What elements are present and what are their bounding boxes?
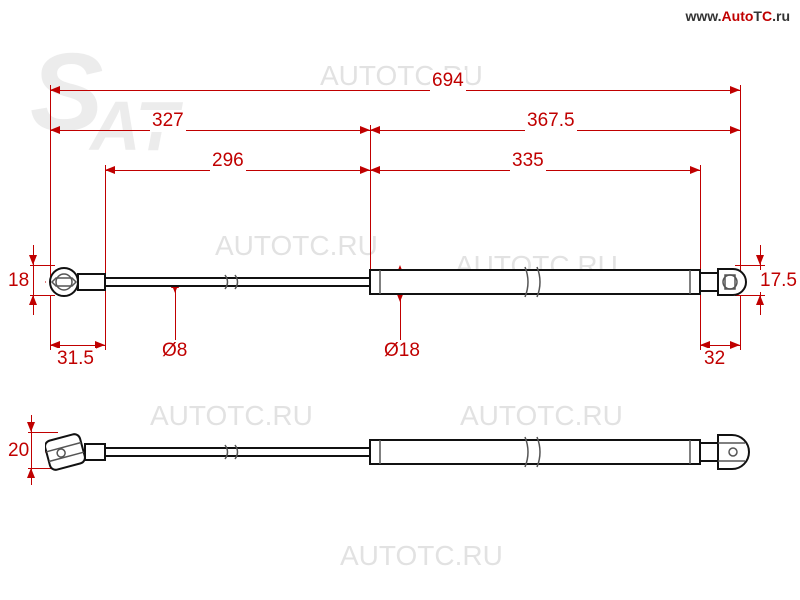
strut-side-view	[45, 425, 750, 480]
dim-left-eye-h: 18	[6, 270, 31, 292]
dim-rod-dia: Ø8	[160, 340, 189, 362]
arrow-icon	[370, 166, 380, 174]
dim-total-length: 694	[430, 70, 466, 92]
watermark-text: AUTOTC.RU	[340, 540, 503, 572]
dim-cyl-dia: Ø18	[382, 340, 422, 362]
dim-left-half: 327	[150, 110, 186, 132]
arrow-icon	[27, 422, 35, 432]
url-t: T	[753, 8, 762, 24]
arrow-icon	[730, 126, 740, 134]
dim-right-eye-w: 32	[702, 348, 727, 370]
svg-text:S: S	[30, 40, 103, 154]
arrow-icon	[756, 295, 764, 305]
dim-right-eye-h: 17.5	[758, 270, 799, 292]
dim-line-total	[50, 90, 740, 91]
dim-cyl-length: 335	[510, 150, 546, 172]
url-auto: Auto	[722, 8, 754, 24]
dim-rod-length: 296	[210, 150, 246, 172]
arrow-icon	[50, 86, 60, 94]
dim-line-left-half	[50, 130, 370, 131]
url-tld: .ru	[772, 8, 790, 24]
arrow-icon	[27, 468, 35, 478]
arrow-icon	[29, 295, 37, 305]
ext-line	[370, 125, 371, 275]
arrow-icon	[360, 126, 370, 134]
arrow-icon	[756, 255, 764, 265]
strut-top-view	[45, 255, 750, 310]
arrow-icon	[730, 341, 740, 349]
arrow-icon	[690, 166, 700, 174]
dim-right-half: 367.5	[525, 110, 577, 132]
url-c: C	[762, 8, 772, 24]
drawing-canvas: S AT www.AutoTC.ru AUTOTC.RU AUTOTC.RU A…	[0, 0, 800, 600]
arrow-icon	[95, 341, 105, 349]
dim-lower-eye-h: 20	[6, 440, 31, 462]
source-url: www.AutoTC.ru	[685, 8, 790, 24]
dim-left-eye-w: 31.5	[55, 348, 96, 370]
arrow-icon	[105, 166, 115, 174]
arrow-icon	[370, 126, 380, 134]
arrow-icon	[29, 255, 37, 265]
arrow-icon	[360, 166, 370, 174]
arrow-icon	[50, 126, 60, 134]
arrow-icon	[730, 86, 740, 94]
url-www: www.	[685, 8, 721, 24]
